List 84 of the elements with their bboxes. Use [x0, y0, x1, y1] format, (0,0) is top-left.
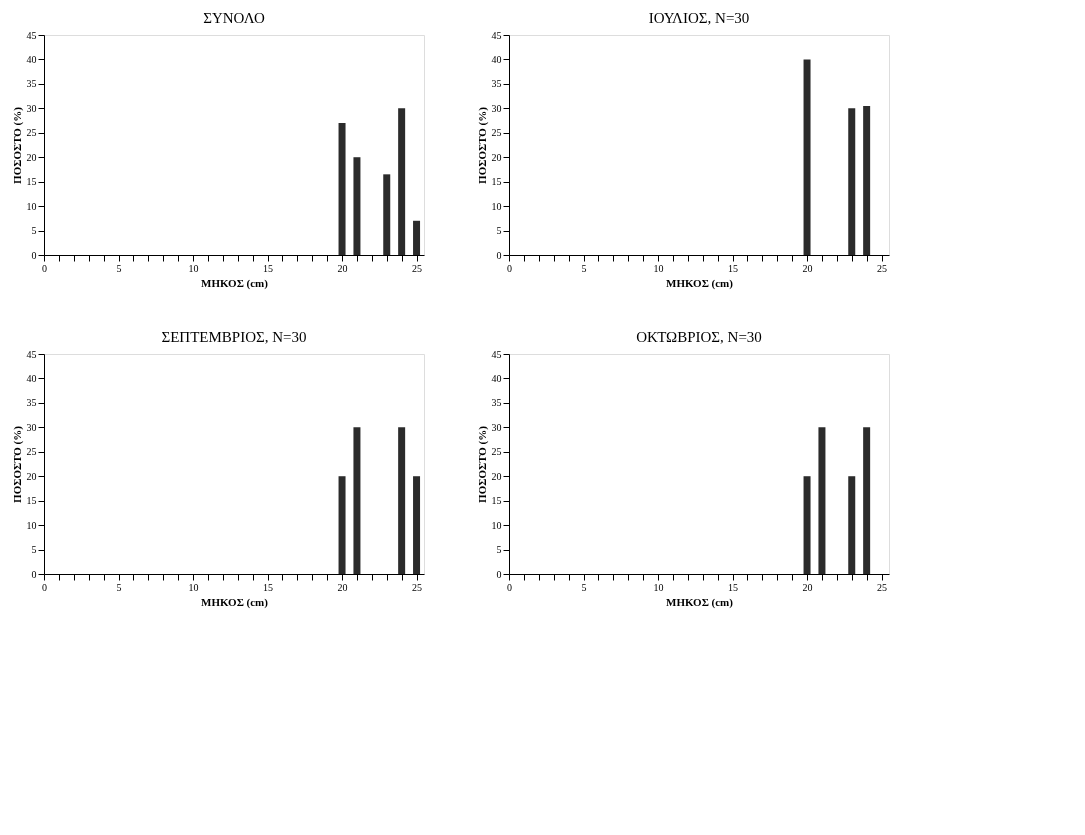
y-tick-label: 35	[26, 78, 37, 90]
bar	[398, 108, 406, 255]
y-tick-label: 25	[26, 446, 37, 458]
y-tick-label: 0	[31, 568, 37, 580]
y-tick-label: 10	[491, 200, 502, 212]
y-tick-label: 15	[26, 495, 37, 507]
x-tick-label: 5	[581, 262, 587, 274]
x-tick-label: 0	[42, 262, 47, 274]
y-tick-label: 25	[491, 446, 502, 458]
y-tick-label: 30	[26, 102, 37, 114]
y-tick-label: 10	[26, 200, 37, 212]
x-tick-label: 20	[802, 262, 813, 274]
y-axis-title: ΠΟΣΟΣΤΟ (%)	[475, 425, 489, 503]
y-tick-label: 30	[26, 421, 37, 433]
y-tick-label: 20	[26, 470, 37, 482]
x-tick-label: 15	[728, 262, 739, 274]
chart-title: ΙΟΥΛΙΟΣ, N=30	[648, 10, 750, 26]
y-tick-label: 35	[491, 397, 502, 409]
x-axis-title: ΜΗΚΟΣ (cm)	[201, 595, 269, 609]
x-tick-label: 15	[728, 581, 739, 593]
y-tick-label: 20	[26, 151, 37, 163]
x-axis-title: ΜΗΚΟΣ (cm)	[666, 276, 734, 290]
y-tick-label: 5	[31, 544, 37, 556]
y-tick-label: 45	[491, 348, 502, 360]
y-tick-label: 0	[31, 249, 37, 261]
y-tick-label: 40	[491, 53, 502, 65]
y-tick-label: 25	[26, 127, 37, 139]
bar	[413, 220, 421, 255]
x-tick-label: 5	[581, 581, 587, 593]
x-tick-label: 15	[263, 262, 274, 274]
bar	[383, 174, 391, 255]
x-axis-title: ΜΗΚΟΣ (cm)	[666, 595, 734, 609]
y-tick-label: 0	[496, 249, 502, 261]
bar	[353, 157, 361, 255]
chart-title: ΣΥΝΟΛΟ	[203, 10, 265, 26]
x-tick-label: 25	[877, 581, 888, 593]
x-tick-label: 5	[116, 581, 122, 593]
chart-title: ΣΕΠΤΕΜΒΡΙΟΣ, N=30	[161, 329, 307, 345]
bar	[803, 59, 811, 255]
y-axis-title: ΠΟΣΟΣΤΟ (%)	[475, 106, 489, 184]
y-tick-label: 5	[496, 225, 502, 237]
bar	[848, 108, 856, 255]
x-tick-label: 10	[188, 262, 199, 274]
x-tick-label: 20	[802, 581, 813, 593]
y-tick-label: 5	[496, 544, 502, 556]
y-tick-label: 15	[491, 176, 502, 188]
y-tick-label: 10	[491, 519, 502, 531]
y-tick-label: 45	[491, 29, 502, 41]
x-tick-label: 10	[653, 262, 664, 274]
bar	[338, 123, 346, 255]
y-tick-label: 45	[26, 348, 37, 360]
y-tick-label: 40	[491, 372, 502, 384]
y-tick-label: 25	[491, 127, 502, 139]
y-tick-label: 15	[491, 495, 502, 507]
y-tick-label: 40	[26, 372, 37, 384]
y-tick-label: 40	[26, 53, 37, 65]
x-tick-label: 25	[877, 262, 888, 274]
y-tick-label: 35	[26, 397, 37, 409]
y-tick-label: 10	[26, 519, 37, 531]
y-axis-title: ΠΟΣΟΣΤΟ (%)	[10, 425, 24, 503]
y-tick-label: 15	[26, 176, 37, 188]
x-tick-label: 25	[412, 262, 423, 274]
y-tick-label: 0	[496, 568, 502, 580]
x-tick-label: 5	[116, 262, 122, 274]
y-tick-label: 30	[491, 421, 502, 433]
y-tick-label: 45	[26, 29, 37, 41]
y-axis-title: ΠΟΣΟΣΤΟ (%)	[10, 106, 24, 184]
x-tick-label: 0	[507, 581, 512, 593]
x-axis-title: ΜΗΚΟΣ (cm)	[201, 276, 269, 290]
y-tick-label: 20	[491, 470, 502, 482]
y-tick-label: 5	[31, 225, 37, 237]
x-tick-label: 20	[337, 262, 348, 274]
x-tick-label: 0	[42, 581, 47, 593]
chart-title: ΟΚΤΩΒΡΙΟΣ, N=30	[636, 329, 762, 345]
y-tick-label: 35	[491, 78, 502, 90]
x-tick-label: 20	[337, 581, 348, 593]
y-tick-label: 30	[491, 102, 502, 114]
x-tick-label: 10	[653, 581, 664, 593]
x-tick-label: 0	[507, 262, 512, 274]
x-tick-label: 15	[263, 581, 274, 593]
y-tick-label: 20	[491, 151, 502, 163]
x-tick-label: 25	[412, 581, 423, 593]
bar	[863, 105, 871, 255]
x-tick-label: 10	[188, 581, 199, 593]
